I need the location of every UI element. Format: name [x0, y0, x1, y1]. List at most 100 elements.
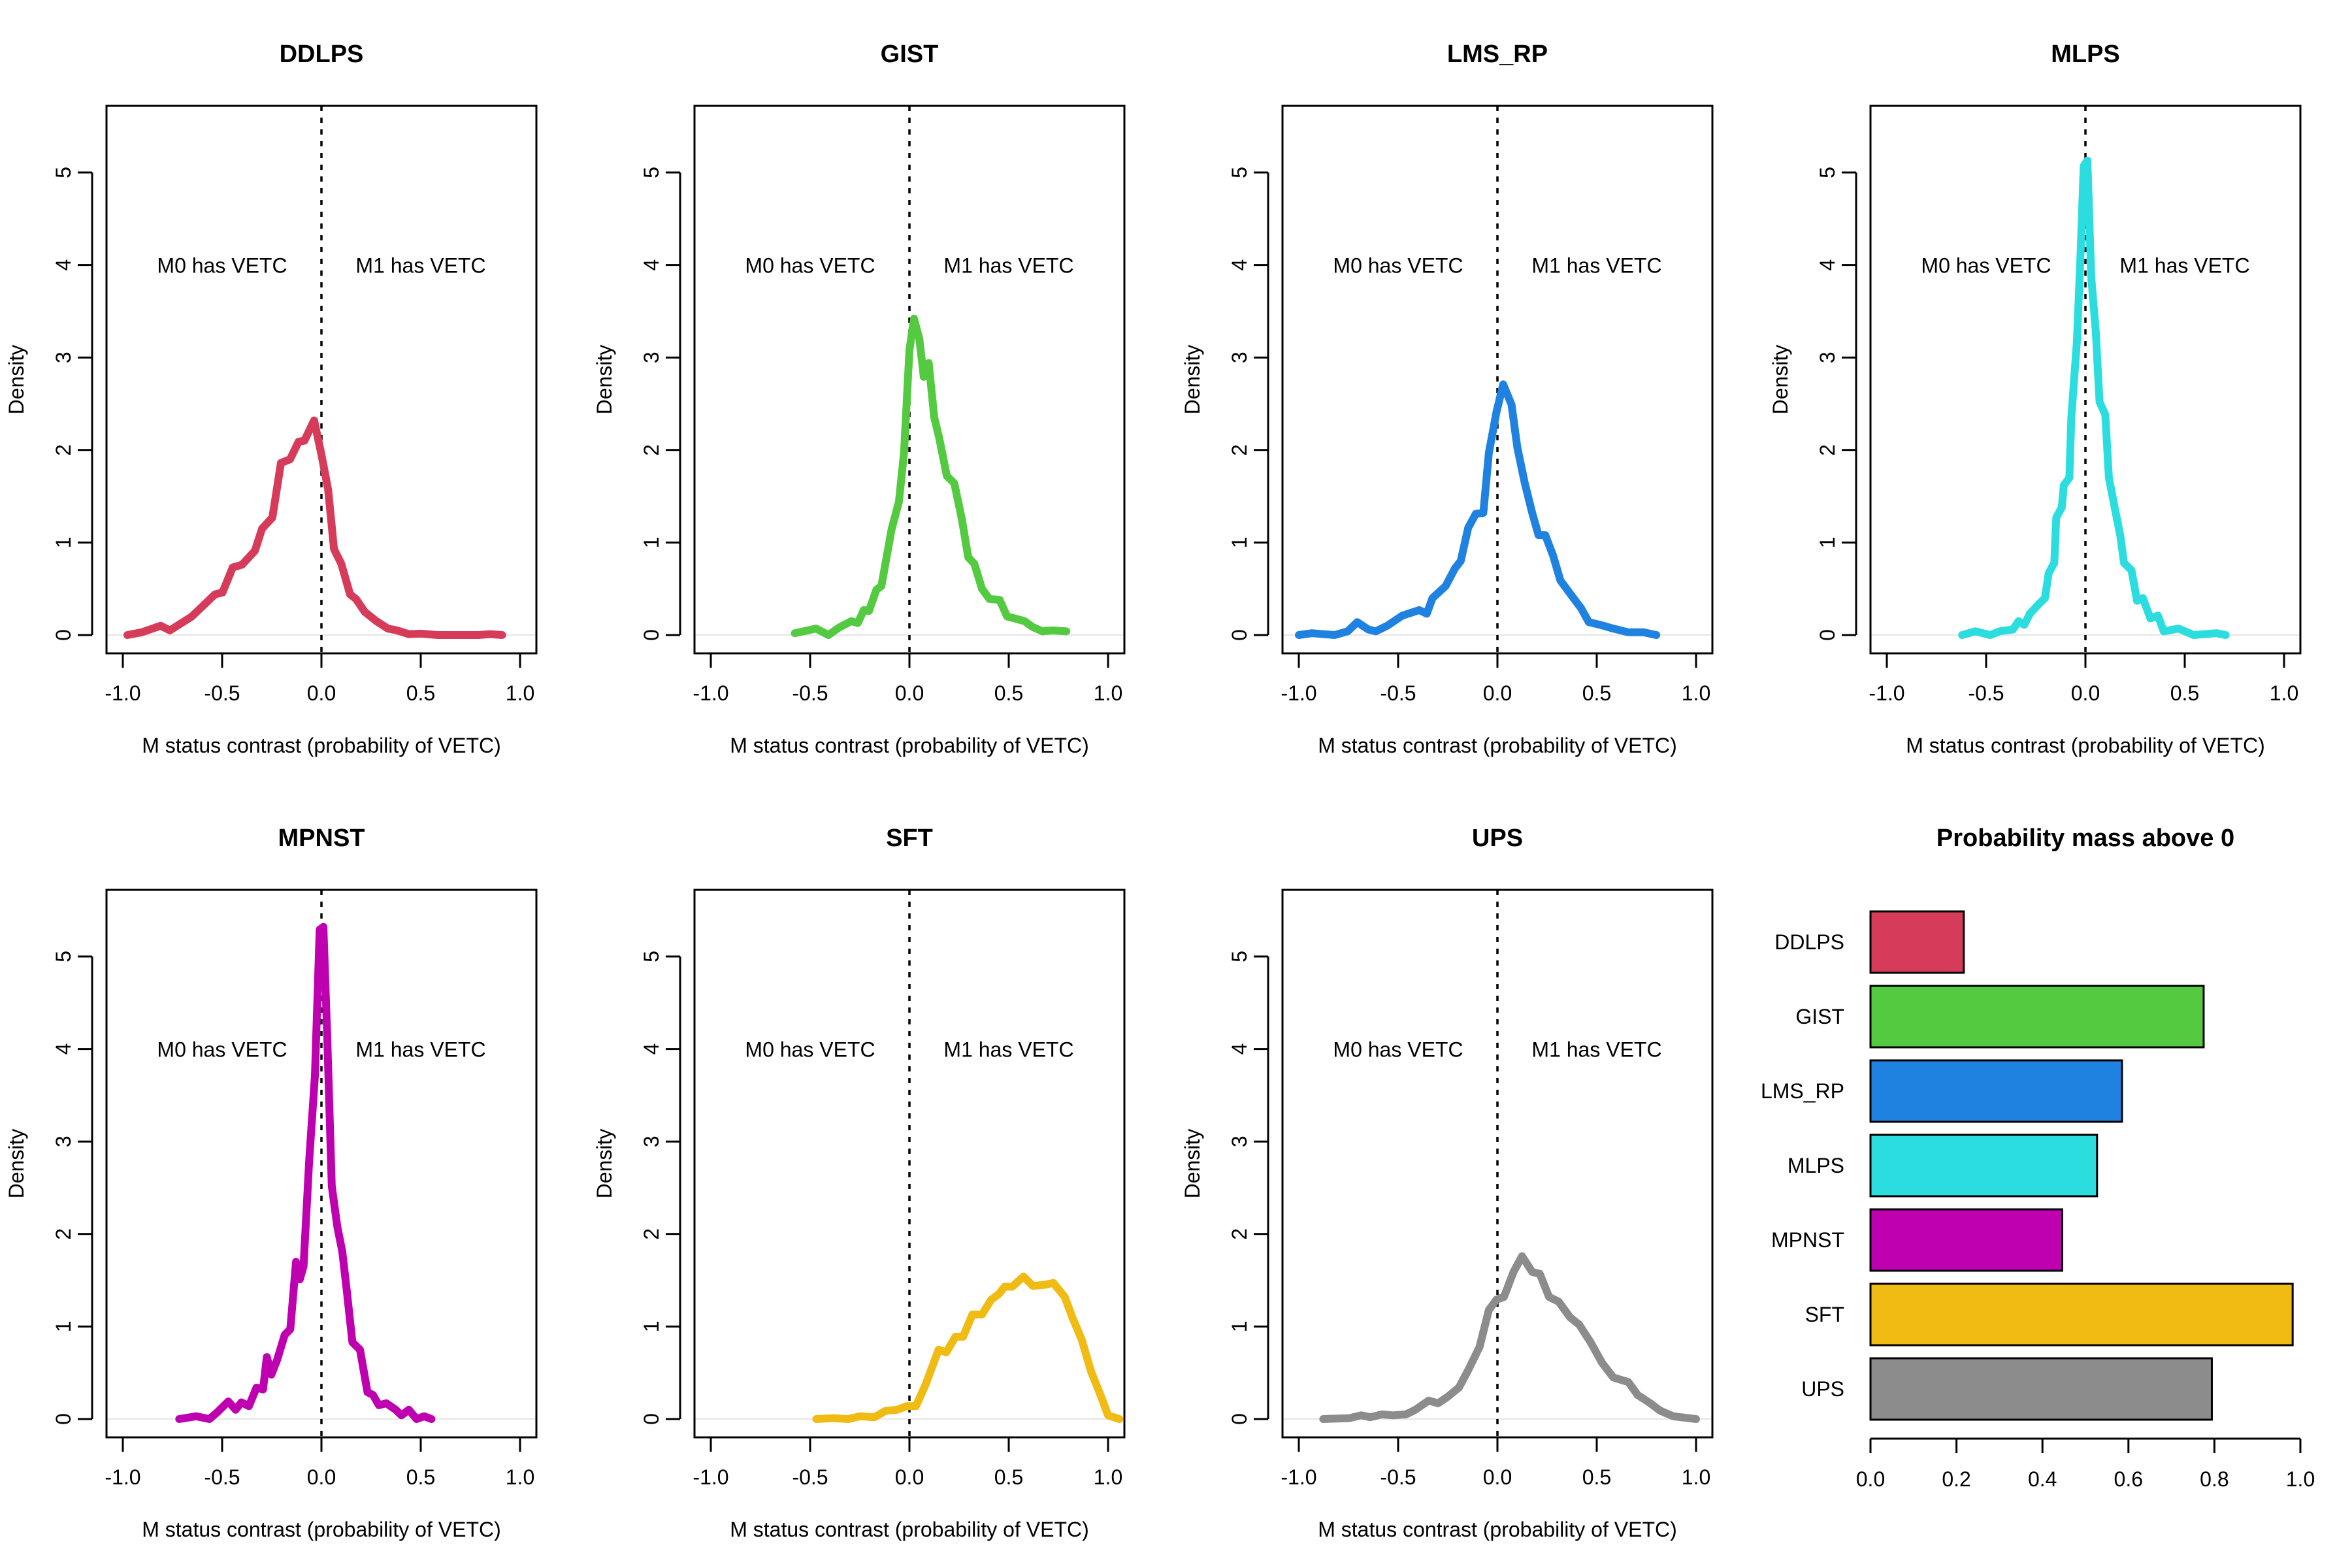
x-tick-label: 0.8 — [2200, 1467, 2229, 1491]
panel-title: UPS — [1472, 825, 1523, 852]
x-tick-label: -0.5 — [204, 681, 240, 705]
y-tick-label: 3 — [1816, 351, 1839, 363]
bar-category-label: MPNST — [1771, 1228, 1844, 1252]
y-tick-label: 1 — [52, 1321, 75, 1333]
x-axis-label: M status contrast (probability of VETC) — [1318, 1518, 1677, 1541]
annotation-m0: M0 has VETC — [157, 1038, 287, 1062]
panel-title: DDLPS — [280, 41, 364, 68]
panel-mlps: MLPS -1.0 -0.5 0.0 0.5 1.0 M status contrast (… — [1769, 41, 2302, 757]
y-tick-label: 4 — [52, 1043, 75, 1055]
y-tick-label: 5 — [640, 951, 663, 962]
bar-mlps — [1869, 1134, 2099, 1198]
x-tick-label: 1.0 — [2270, 681, 2298, 705]
y-tick-label: 0 — [1228, 1413, 1251, 1425]
x-tick-label: 0.0 — [1483, 681, 1512, 705]
x-tick-label: 0.5 — [406, 1465, 435, 1489]
y-tick-label: 3 — [640, 351, 663, 363]
annotation-m0: M0 has VETC — [745, 254, 875, 278]
x-tick-label: -1.0 — [105, 1465, 140, 1489]
y-tick-label: 0 — [640, 629, 663, 641]
x-tick-label: 0.5 — [406, 681, 435, 705]
x-tick-label: -0.5 — [1380, 1465, 1416, 1489]
x-tick-label: -1.0 — [693, 681, 728, 705]
x-tick-label: -0.5 — [1380, 681, 1416, 705]
annotation-m1: M1 has VETC — [355, 254, 485, 278]
y-tick-label: 0 — [640, 1413, 663, 1425]
x-tick-label: 0.0 — [307, 681, 336, 705]
y-tick-label: 5 — [52, 167, 75, 178]
y-tick-label: 0 — [52, 1413, 75, 1425]
x-tick-label: -1.0 — [1281, 681, 1316, 705]
panel-ddlps: DDLPS -1.0 -0.5 0.0 0.5 1.0 M status contrast … — [5, 41, 538, 757]
x-tick-label: 0.0 — [1856, 1467, 1885, 1491]
y-tick-label: 2 — [1228, 1228, 1251, 1240]
x-tick-label: 0.5 — [994, 681, 1023, 705]
bar-category-label: SFT — [1805, 1303, 1844, 1326]
y-axis-label: Density — [5, 345, 28, 415]
x-tick-label: 0.0 — [1483, 1465, 1512, 1489]
bar-gist — [1869, 985, 2205, 1049]
y-tick-label: 5 — [640, 167, 663, 178]
y-axis-label: Density — [1769, 345, 1792, 415]
panel-title: MLPS — [2051, 41, 2120, 68]
bar-mpnst — [1869, 1208, 2063, 1272]
y-tick-label: 1 — [640, 1321, 663, 1333]
x-axis-label: M status contrast (probability of VETC) — [730, 734, 1089, 757]
annotation-m0: M0 has VETC — [1921, 254, 2051, 278]
bar-category-label: GIST — [1795, 1005, 1844, 1028]
y-tick-label: 0 — [1816, 629, 1839, 641]
y-axis-label: Density — [593, 345, 616, 415]
y-tick-label: 3 — [640, 1135, 663, 1147]
x-tick-label: 0.4 — [2028, 1467, 2057, 1491]
x-tick-label: 1.0 — [1094, 1465, 1122, 1489]
y-axis-label: Density — [1181, 1129, 1204, 1199]
panel-title: MPNST — [278, 825, 365, 852]
y-tick-label: 3 — [1228, 1135, 1251, 1147]
y-tick-label: 4 — [640, 1043, 663, 1055]
y-tick-label: 4 — [1228, 1043, 1251, 1055]
y-axis-label: Density — [5, 1129, 28, 1199]
x-tick-label: 1.0 — [1682, 681, 1710, 705]
y-tick-label: 3 — [52, 1135, 75, 1147]
y-tick-label: 2 — [640, 444, 663, 456]
x-axis-label: M status contrast (probability of VETC) — [730, 1518, 1089, 1541]
x-axis-label: M status contrast (probability of VETC) — [1906, 734, 2265, 757]
annotation-m1: M1 has VETC — [1531, 1038, 1661, 1062]
y-tick-label: 5 — [1816, 167, 1839, 178]
panel-title: Probability mass above 0 — [1936, 825, 2234, 852]
panel-lms-rp: LMS_RP -1.0 -0.5 0.0 0.5 1.0 M status contrast… — [1181, 41, 1714, 757]
annotation-m1: M1 has VETC — [943, 1038, 1073, 1062]
y-tick-label: 1 — [1228, 537, 1251, 549]
x-tick-label: -1.0 — [693, 1465, 728, 1489]
y-tick-label: 1 — [1816, 537, 1839, 549]
y-tick-label: 0 — [52, 629, 75, 641]
panel-mpnst: MPNST -1.0 -0.5 0.0 0.5 1.0 M status contrast … — [5, 825, 538, 1541]
x-tick-label: 0.6 — [2114, 1467, 2143, 1491]
annotation-m0: M0 has VETC — [157, 254, 287, 278]
annotation-m0: M0 has VETC — [1333, 1038, 1463, 1062]
y-tick-label: 2 — [52, 444, 75, 456]
x-tick-label: 1.0 — [2286, 1467, 2315, 1491]
density-curve — [175, 923, 436, 1423]
y-tick-label: 5 — [1228, 951, 1251, 962]
x-axis-label: M status contrast (probability of VETC) — [142, 1518, 501, 1541]
panel-ups: UPS -1.0 -0.5 0.0 0.5 1.0 M status contrast (p… — [1181, 825, 1714, 1541]
y-tick-label: 5 — [1228, 167, 1251, 178]
y-tick-label: 3 — [52, 351, 75, 363]
x-tick-label: 0.0 — [895, 681, 924, 705]
x-axis-label: M status contrast (probability of VETC) — [142, 734, 501, 757]
panel-sft: SFT -1.0 -0.5 0.0 0.5 1.0 M status contrast (p… — [593, 825, 1126, 1541]
bar-ddlps — [1869, 910, 1965, 974]
bar-category-label: UPS — [1801, 1377, 1844, 1401]
y-tick-label: 2 — [1228, 444, 1251, 456]
x-tick-label: -0.5 — [792, 1465, 828, 1489]
x-tick-label: 1.0 — [506, 681, 534, 705]
bar-lms-rp — [1869, 1059, 2123, 1123]
bar-sft — [1869, 1282, 2294, 1347]
annotation-m1: M1 has VETC — [1531, 254, 1661, 278]
annotation-m1: M1 has VETC — [943, 254, 1073, 278]
y-axis-label: Density — [593, 1129, 616, 1199]
annotation-m0: M0 has VETC — [1333, 254, 1463, 278]
x-tick-label: 0.2 — [1942, 1467, 1970, 1491]
x-tick-label: 0.5 — [2170, 681, 2199, 705]
